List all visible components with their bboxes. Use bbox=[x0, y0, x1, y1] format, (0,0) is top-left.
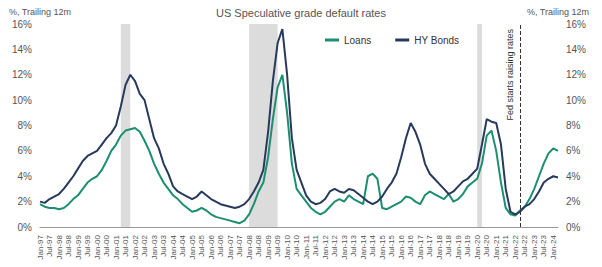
svg-text:Jan-20: Jan-20 bbox=[473, 234, 482, 259]
svg-text:0%: 0% bbox=[18, 222, 33, 233]
svg-text:Jan-16: Jan-16 bbox=[397, 234, 406, 259]
svg-text:14%: 14% bbox=[566, 44, 586, 55]
svg-text:Jan-02: Jan-02 bbox=[131, 234, 140, 259]
svg-text:Jul-19: Jul-19 bbox=[463, 234, 472, 256]
svg-text:Jul-03: Jul-03 bbox=[159, 234, 168, 256]
svg-text:HY Bonds: HY Bonds bbox=[414, 35, 459, 46]
svg-text:Jul-22: Jul-22 bbox=[520, 234, 529, 256]
svg-text:Jul-13: Jul-13 bbox=[349, 234, 358, 256]
svg-text:Jan-14: Jan-14 bbox=[359, 234, 368, 259]
svg-text:Jan-98: Jan-98 bbox=[55, 234, 64, 259]
svg-text:Jan-08: Jan-08 bbox=[245, 234, 254, 259]
svg-text:Jul-18: Jul-18 bbox=[444, 234, 453, 256]
svg-text:Jan-21: Jan-21 bbox=[492, 234, 501, 259]
svg-text:Jan-12: Jan-12 bbox=[321, 234, 330, 259]
svg-text:12%: 12% bbox=[12, 69, 32, 80]
svg-text:Jan-19: Jan-19 bbox=[454, 234, 463, 259]
svg-text:Jan-97: Jan-97 bbox=[36, 234, 45, 259]
svg-text:%, Trailing 12m: %, Trailing 12m bbox=[527, 7, 589, 17]
svg-text:Jul-21: Jul-21 bbox=[501, 234, 510, 256]
svg-text:Jul-08: Jul-08 bbox=[254, 234, 263, 256]
svg-text:Jul-17: Jul-17 bbox=[425, 234, 434, 256]
svg-text:Jan-04: Jan-04 bbox=[169, 234, 178, 259]
svg-text:Jan-15: Jan-15 bbox=[378, 234, 387, 259]
svg-text:Jan-24: Jan-24 bbox=[549, 234, 558, 259]
svg-text:16%: 16% bbox=[566, 19, 586, 30]
svg-text:Jul-04: Jul-04 bbox=[178, 234, 187, 256]
svg-text:Jul-10: Jul-10 bbox=[292, 234, 301, 256]
svg-text:Jan-11: Jan-11 bbox=[302, 234, 311, 258]
svg-text:Jul-00: Jul-00 bbox=[102, 234, 111, 256]
svg-text:Jan-09: Jan-09 bbox=[264, 234, 273, 259]
svg-text:Jan-99: Jan-99 bbox=[74, 234, 83, 259]
svg-text:4%: 4% bbox=[566, 171, 581, 182]
svg-text:2%: 2% bbox=[566, 196, 581, 207]
svg-text:Jul-20: Jul-20 bbox=[482, 234, 491, 256]
svg-text:Jan-03: Jan-03 bbox=[150, 234, 159, 259]
svg-text:Jan-10: Jan-10 bbox=[283, 234, 292, 259]
svg-text:Jan-22: Jan-22 bbox=[511, 234, 520, 259]
svg-text:%, Trailing 12m: %, Trailing 12m bbox=[9, 7, 71, 17]
svg-text:US Speculative grade default r: US Speculative grade default rates bbox=[216, 7, 386, 19]
svg-text:Jan-18: Jan-18 bbox=[435, 234, 444, 259]
svg-text:Jan-06: Jan-06 bbox=[207, 234, 216, 259]
svg-text:8%: 8% bbox=[18, 120, 33, 131]
svg-text:4%: 4% bbox=[18, 171, 33, 182]
svg-text:14%: 14% bbox=[12, 44, 32, 55]
svg-text:10%: 10% bbox=[12, 95, 32, 106]
svg-text:Jan-17: Jan-17 bbox=[416, 234, 425, 259]
svg-text:Jan-05: Jan-05 bbox=[188, 234, 197, 259]
svg-text:16%: 16% bbox=[12, 19, 32, 30]
svg-text:12%: 12% bbox=[566, 69, 586, 80]
svg-text:Jul-01: Jul-01 bbox=[121, 234, 130, 256]
svg-text:Fed starts raising rates: Fed starts raising rates bbox=[505, 29, 515, 121]
svg-text:Jul-99: Jul-99 bbox=[83, 234, 92, 256]
svg-text:Jul-16: Jul-16 bbox=[406, 234, 415, 256]
svg-text:Jul-11: Jul-11 bbox=[311, 234, 320, 256]
svg-text:Jul-02: Jul-02 bbox=[140, 234, 149, 256]
svg-text:Jul-23: Jul-23 bbox=[539, 234, 548, 256]
svg-text:Jul-14: Jul-14 bbox=[368, 234, 377, 256]
svg-text:2%: 2% bbox=[18, 196, 33, 207]
svg-text:Jul-98: Jul-98 bbox=[64, 234, 73, 256]
svg-text:8%: 8% bbox=[566, 120, 581, 131]
svg-text:10%: 10% bbox=[566, 95, 586, 106]
svg-text:Jul-06: Jul-06 bbox=[216, 234, 225, 256]
svg-text:Jan-13: Jan-13 bbox=[340, 234, 349, 259]
svg-text:Jul-05: Jul-05 bbox=[197, 234, 206, 256]
svg-text:0%: 0% bbox=[566, 222, 581, 233]
svg-text:Jan-00: Jan-00 bbox=[93, 234, 102, 259]
svg-text:Jul-09: Jul-09 bbox=[273, 234, 282, 256]
svg-text:Jan-07: Jan-07 bbox=[226, 234, 235, 259]
svg-text:Jul-07: Jul-07 bbox=[235, 234, 244, 256]
svg-text:Jul-12: Jul-12 bbox=[330, 234, 339, 256]
svg-text:6%: 6% bbox=[566, 145, 581, 156]
svg-text:Loans: Loans bbox=[344, 35, 371, 46]
svg-text:Jan-23: Jan-23 bbox=[530, 234, 539, 259]
svg-text:6%: 6% bbox=[18, 145, 33, 156]
svg-text:Jul-97: Jul-97 bbox=[45, 234, 54, 256]
svg-text:Jul-15: Jul-15 bbox=[387, 234, 396, 256]
svg-text:Jan-01: Jan-01 bbox=[112, 234, 121, 259]
